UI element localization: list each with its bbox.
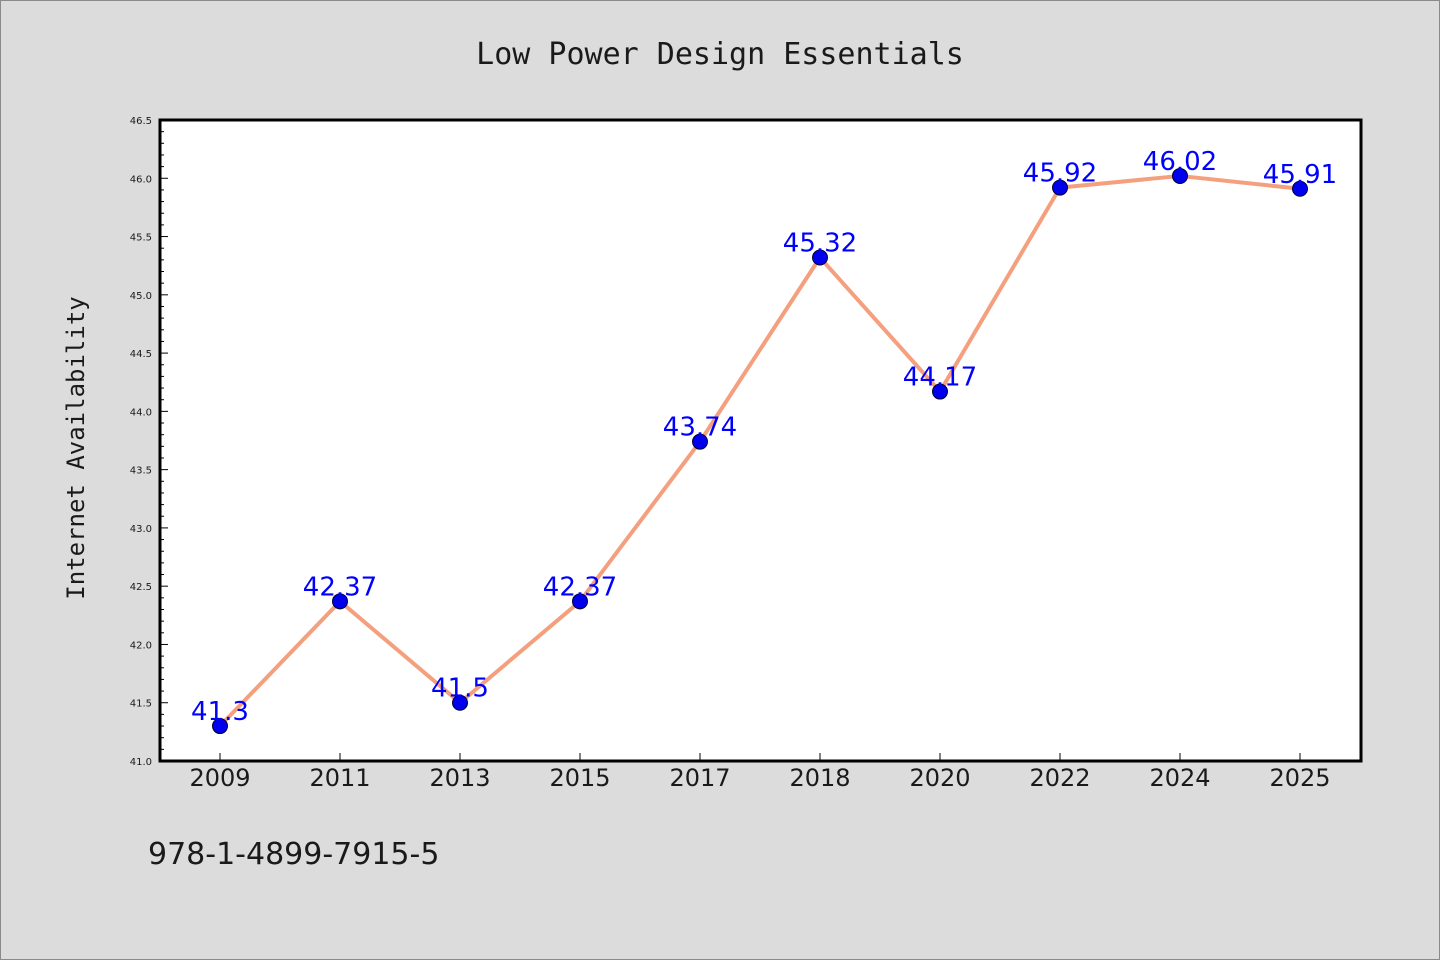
data-point (332, 593, 348, 610)
isbn-footer: 978-1-4899-7915-5 (148, 837, 439, 872)
y-tick-label: 43.5 (130, 466, 152, 477)
data-point (1172, 167, 1188, 184)
y-tick-label: 46.5 (130, 116, 152, 127)
data-label: 44.17 (903, 363, 977, 393)
y-tick-label: 42.5 (130, 582, 152, 593)
y-tick-label: 44.0 (130, 407, 152, 418)
x-tick-label: 2022 (1029, 764, 1090, 792)
y-tick-label: 44.5 (130, 349, 152, 360)
x-tick-label: 2018 (789, 764, 850, 792)
x-tick-label: 2025 (1269, 764, 1330, 792)
data-point (1052, 179, 1068, 196)
data-label: 42.37 (303, 572, 377, 602)
x-tick-label: 2024 (1149, 764, 1210, 792)
x-tick-label: 2017 (669, 764, 730, 792)
data-point (212, 718, 228, 735)
y-axis-label: Internet Availability (62, 296, 90, 599)
plot-area (158, 118, 1363, 763)
y-tick-label: 42.0 (130, 640, 152, 651)
chart-title: Low Power Design Essentials (476, 37, 964, 72)
data-label: 41.3 (191, 697, 249, 727)
y-tick-label: 45.5 (130, 233, 152, 244)
y-tick-label: 43.0 (130, 524, 152, 535)
y-axis-ticks: 41.0 41.5 42.0 42.5 43.0 43.5 44.0 44.5 45.0 45.5… (130, 116, 168, 768)
data-label: 41.5 (431, 674, 489, 704)
x-tick-label: 2011 (309, 764, 370, 792)
data-label: 45.91 (1263, 160, 1337, 190)
data-label: 42.37 (543, 572, 617, 602)
x-axis-ticks: 2009 2011 2013 2015 2017 2018 2020 2022 2024 2025 (189, 753, 1331, 792)
data-point (452, 694, 468, 711)
x-tick-label: 2020 (909, 764, 970, 792)
x-tick-label: 2015 (549, 764, 610, 792)
data-label: 45.92 (1023, 159, 1097, 189)
data-point (692, 433, 708, 450)
data-label: 46.02 (1143, 147, 1217, 177)
data-point (572, 593, 588, 610)
data-label: 45.32 (783, 229, 857, 259)
data-point (812, 249, 828, 266)
data-point (1292, 180, 1308, 197)
series-line (218, 173, 1302, 729)
y-tick-label: 46.0 (130, 174, 152, 185)
y-tick-label: 45.0 (130, 291, 152, 302)
x-tick-label: 2013 (429, 764, 490, 792)
x-tick-label: 2009 (189, 764, 250, 792)
data-point (932, 383, 948, 400)
data-label: 43.74 (663, 413, 737, 443)
series-layer: 41.3 42.37 41.5 42.37 43.74 45.32 44.17 45.92 46… (191, 147, 1337, 735)
y-tick-label: 41.5 (130, 699, 152, 710)
y-tick-label: 41.0 (130, 757, 152, 768)
